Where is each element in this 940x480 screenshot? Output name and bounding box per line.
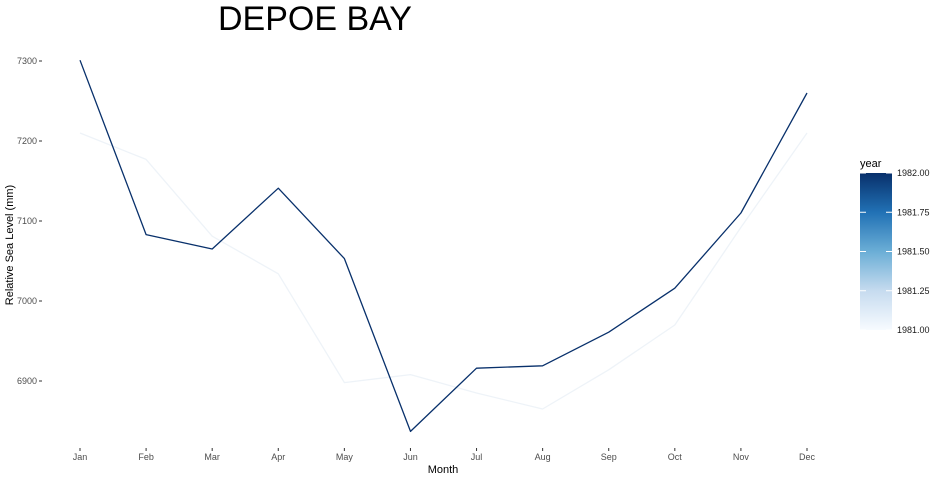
y-tick-label: 7000 xyxy=(17,296,37,306)
x-axis-title: Month xyxy=(428,464,459,476)
y-tick-label: 7200 xyxy=(17,136,37,146)
legend-label: 1982.00 xyxy=(897,168,930,178)
x-tick-label: Jul xyxy=(471,452,483,462)
x-axis: Jan Feb Mar Apr May Jun Jul Aug Sep Oct Nov Dec xyxy=(73,448,816,462)
x-tick-label: May xyxy=(336,452,354,462)
x-tick-label: Jun xyxy=(403,452,418,462)
legend-title: year xyxy=(860,158,882,170)
x-tick-label: Mar xyxy=(204,452,220,462)
x-tick-label: Apr xyxy=(271,452,285,462)
x-tick-label: Sep xyxy=(601,452,617,462)
chart-title: DEPOE BAY xyxy=(218,0,412,38)
x-tick-label: Feb xyxy=(138,452,154,462)
series-line-1982 xyxy=(79,59,808,433)
x-tick-label: Jan xyxy=(73,452,88,462)
legend-label: 1981.00 xyxy=(897,325,930,335)
legend: year 1982.00 1981.75 1981.50 1981.25 1981.00 xyxy=(860,158,930,335)
y-tick-label: 6900 xyxy=(17,376,37,386)
y-tick-label: 7300 xyxy=(17,56,37,66)
x-tick-label: Nov xyxy=(733,452,750,462)
y-axis: 6900 7000 7100 7200 7300 xyxy=(17,56,42,386)
y-tick-label: 7100 xyxy=(17,216,37,226)
legend-label: 1981.75 xyxy=(897,207,930,217)
series-line-1981 xyxy=(79,132,808,410)
x-tick-label: Dec xyxy=(799,452,816,462)
x-tick-label: Aug xyxy=(535,452,551,462)
x-tick-label: Oct xyxy=(668,452,683,462)
legend-label: 1981.50 xyxy=(897,247,930,257)
y-axis-title: Relative Sea Level (mm) xyxy=(4,185,16,305)
legend-label: 1981.25 xyxy=(897,286,930,296)
legend-ticks: 1982.00 1981.75 1981.50 1981.25 1981.00 xyxy=(860,168,930,335)
series-lines xyxy=(79,59,808,433)
